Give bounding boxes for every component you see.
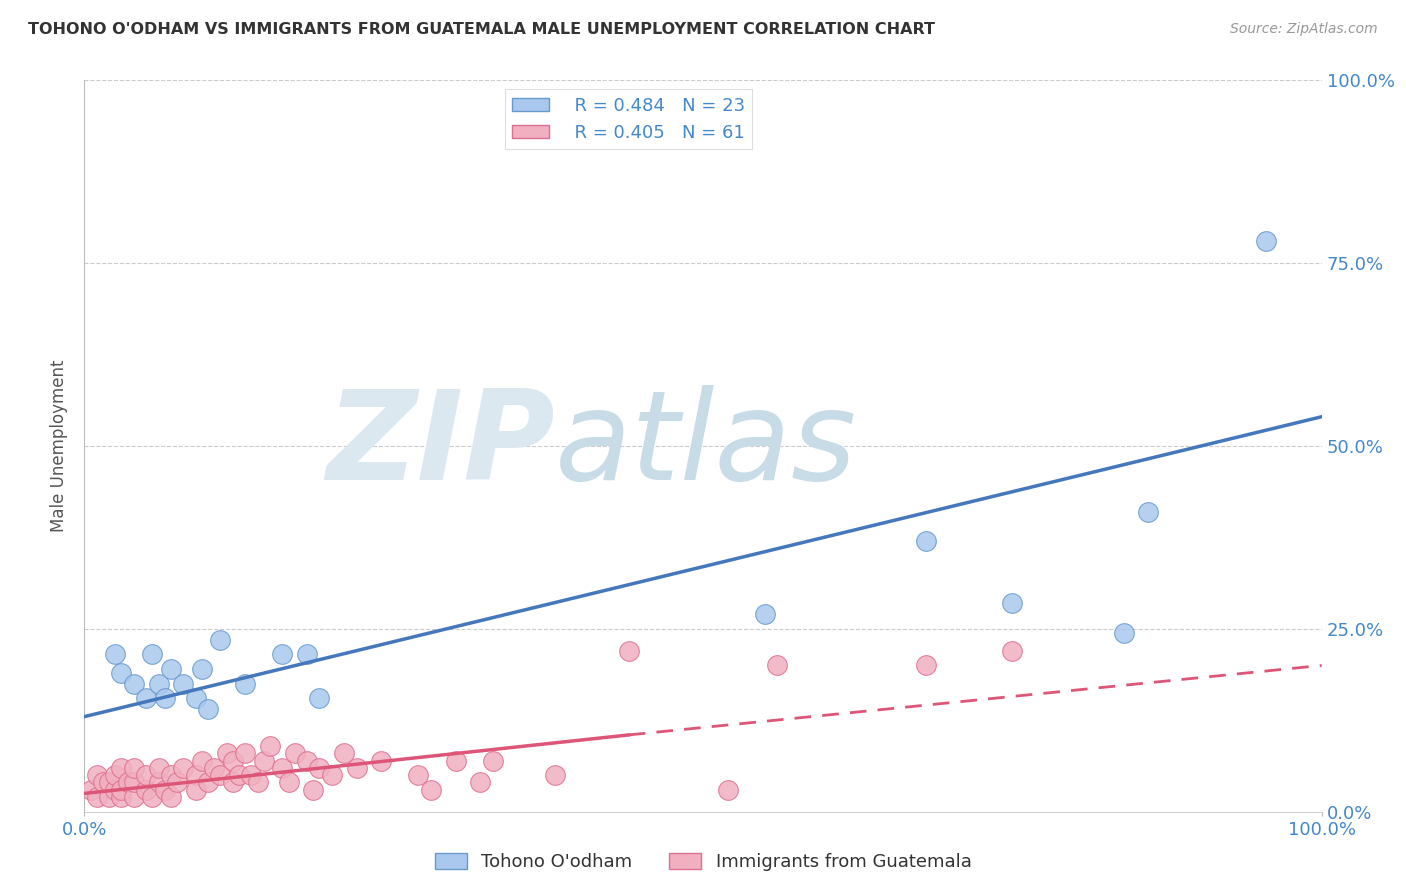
Point — [184, 691, 207, 706]
Point — [104, 768, 127, 782]
Point — [197, 775, 219, 789]
Point — [122, 761, 145, 775]
Point — [302, 782, 325, 797]
Point — [308, 691, 330, 706]
Point — [209, 768, 232, 782]
Point — [110, 782, 132, 797]
Point — [284, 746, 307, 760]
Point — [240, 768, 263, 782]
Point — [754, 607, 776, 622]
Point — [135, 782, 157, 797]
Point — [321, 768, 343, 782]
Point — [914, 658, 936, 673]
Point — [543, 768, 565, 782]
Point — [104, 648, 127, 662]
Point — [717, 782, 740, 797]
Text: ZIP: ZIP — [326, 385, 554, 507]
Point — [246, 775, 269, 789]
Text: atlas: atlas — [554, 385, 856, 507]
Point — [122, 790, 145, 805]
Y-axis label: Male Unemployment: Male Unemployment — [51, 359, 69, 533]
Point — [209, 632, 232, 647]
Point — [122, 676, 145, 690]
Point — [346, 761, 368, 775]
Point — [98, 775, 121, 789]
Point — [148, 775, 170, 789]
Point — [444, 754, 467, 768]
Point — [308, 761, 330, 775]
Point — [141, 790, 163, 805]
Point — [153, 691, 176, 706]
Point — [153, 782, 176, 797]
Point — [172, 761, 194, 775]
Point — [110, 790, 132, 805]
Point — [166, 775, 188, 789]
Legend: Tohono O'odham, Immigrants from Guatemala: Tohono O'odham, Immigrants from Guatemal… — [427, 846, 979, 879]
Point — [160, 662, 183, 676]
Point — [110, 665, 132, 680]
Point — [91, 775, 114, 789]
Legend:   R = 0.484   N = 23,   R = 0.405   N = 61: R = 0.484 N = 23, R = 0.405 N = 61 — [505, 89, 752, 149]
Point — [135, 691, 157, 706]
Point — [1001, 644, 1024, 658]
Point — [184, 768, 207, 782]
Point — [110, 761, 132, 775]
Point — [1254, 234, 1277, 248]
Point — [141, 648, 163, 662]
Point — [215, 746, 238, 760]
Point — [333, 746, 356, 760]
Point — [914, 534, 936, 549]
Point — [117, 775, 139, 789]
Point — [191, 662, 214, 676]
Point — [160, 768, 183, 782]
Point — [1137, 505, 1160, 519]
Text: Source: ZipAtlas.com: Source: ZipAtlas.com — [1230, 22, 1378, 37]
Point — [228, 768, 250, 782]
Point — [79, 782, 101, 797]
Point — [148, 676, 170, 690]
Point — [470, 775, 492, 789]
Point — [98, 790, 121, 805]
Point — [172, 676, 194, 690]
Point — [160, 790, 183, 805]
Point — [253, 754, 276, 768]
Point — [295, 754, 318, 768]
Point — [617, 644, 640, 658]
Point — [766, 658, 789, 673]
Point — [1112, 625, 1135, 640]
Point — [86, 790, 108, 805]
Point — [191, 754, 214, 768]
Point — [481, 754, 503, 768]
Point — [233, 746, 256, 760]
Point — [202, 761, 225, 775]
Point — [419, 782, 441, 797]
Point — [86, 768, 108, 782]
Point — [122, 775, 145, 789]
Point — [295, 648, 318, 662]
Point — [135, 768, 157, 782]
Point — [271, 648, 294, 662]
Point — [1001, 596, 1024, 610]
Text: TOHONO O'ODHAM VS IMMIGRANTS FROM GUATEMALA MALE UNEMPLOYMENT CORRELATION CHART: TOHONO O'ODHAM VS IMMIGRANTS FROM GUATEM… — [28, 22, 935, 37]
Point — [197, 702, 219, 716]
Point — [222, 775, 245, 789]
Point — [370, 754, 392, 768]
Point — [277, 775, 299, 789]
Point — [104, 782, 127, 797]
Point — [184, 782, 207, 797]
Point — [148, 761, 170, 775]
Point — [259, 739, 281, 753]
Point — [233, 676, 256, 690]
Point — [408, 768, 430, 782]
Point — [271, 761, 294, 775]
Point — [222, 754, 245, 768]
